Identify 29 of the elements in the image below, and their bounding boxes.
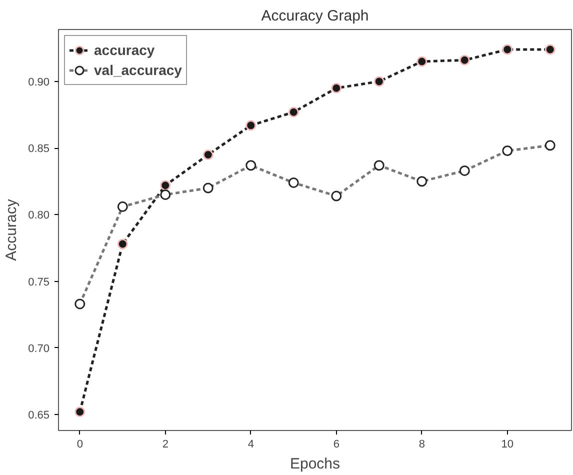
y-tick-label: 0.80 (28, 210, 50, 222)
y-tick-label: 0.85 (28, 143, 50, 156)
point (160, 180, 171, 191)
x-tick-label: 10 (501, 438, 514, 450)
point (544, 44, 556, 55)
chart-title: Accuracy Graph (261, 8, 369, 24)
x-tick-label: 0 (76, 438, 83, 450)
y-tick-label: 0.75 (28, 276, 50, 288)
point (202, 149, 214, 160)
point (74, 406, 86, 418)
point (331, 82, 342, 94)
y-tick-label: 0.90 (28, 76, 50, 88)
legend-label: val_accuracy (94, 62, 182, 78)
point (117, 238, 128, 250)
point (246, 120, 256, 131)
x-axis-title: Epochs (290, 456, 340, 472)
x-tick-label: 6 (333, 438, 340, 450)
point (288, 106, 299, 118)
y-tick-label: 0.70 (28, 342, 50, 355)
y-axis-title: Accuracy (3, 198, 20, 261)
x-tick-label: 2 (162, 438, 168, 450)
point (459, 54, 470, 66)
x-tick-label: 8 (418, 438, 425, 450)
point (416, 56, 428, 67)
legend-label: accuracy (94, 42, 155, 58)
point (502, 44, 513, 55)
point (374, 76, 384, 87)
y-tick-label: 0.65 (28, 410, 50, 422)
x-tick-label: 4 (248, 438, 254, 450)
